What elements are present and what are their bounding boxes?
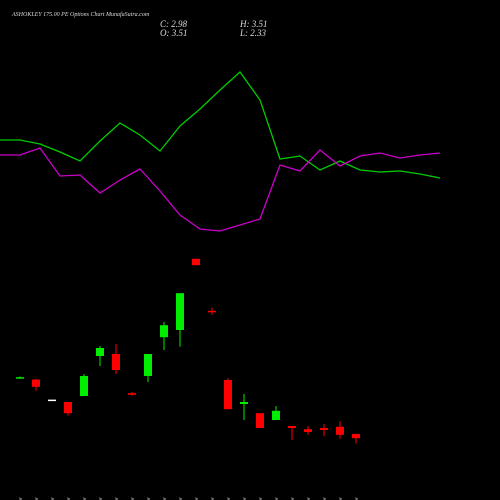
candle-body: [320, 428, 328, 430]
x-tick-label: 16 Mar: [34, 496, 40, 500]
candle-body: [256, 413, 264, 428]
candle-body: [352, 433, 360, 439]
x-tick-label: 02 Apr: [210, 496, 216, 500]
candle-body: [128, 393, 136, 395]
candle-body: [224, 380, 232, 410]
candle-body: [272, 410, 280, 420]
candle-body: [32, 379, 40, 387]
x-tick-label: 20 Mar: [98, 496, 104, 500]
candle-body: [304, 429, 312, 432]
candle-body: [192, 258, 200, 266]
x-tick-label: 01 Apr: [194, 496, 200, 500]
x-tick-label: 17 Apr: [338, 496, 344, 500]
candle-body: [16, 377, 24, 379]
x-tick-label: 26 Mar: [146, 496, 152, 500]
x-tick-label: 24 Mar: [113, 496, 120, 500]
x-tick-label: 18 Mar: [66, 496, 72, 500]
candle-body: [336, 426, 344, 435]
ohlc-high: H: 3.51: [239, 19, 268, 29]
x-tick-label: 03 Apr: [226, 496, 232, 500]
indicator-line: [0, 147, 441, 232]
ohlc-low: L: 2.33: [239, 28, 267, 38]
x-tick-label: 21 Apr: [354, 496, 360, 500]
x-tick-label: 17 Mar: [50, 496, 56, 500]
chart-title: ASHOKLEY 175.00 PE Options Chart MunafaS…: [11, 11, 150, 18]
x-tick-label: 27 Mar: [162, 496, 168, 500]
candle-body: [96, 348, 104, 356]
candle-body: [64, 402, 72, 414]
ohlc-close: C: 2.98: [160, 19, 188, 29]
candle-body: [208, 310, 216, 313]
x-tick-label: 11 Apr: [290, 496, 296, 500]
candle-body: [288, 426, 296, 428]
x-tick-label: 09 Apr: [274, 496, 280, 500]
candle-body: [144, 354, 152, 376]
x-tick-label: 19 Mar: [82, 496, 88, 500]
x-tick-label: 28 Mar: [178, 496, 184, 500]
x-tick-label: 25 Mar: [130, 496, 136, 500]
x-tick-label: 07 Apr: [242, 496, 248, 500]
x-tick-label: 13 Mar: [18, 496, 24, 500]
ohlc-open: O: 3.51: [160, 28, 188, 38]
candle-body: [48, 399, 56, 402]
candle-body: [160, 325, 168, 338]
x-tick-label: 16 Apr: [322, 496, 328, 500]
candle-body: [80, 376, 88, 396]
candle-body: [112, 354, 120, 370]
candle-body: [240, 402, 248, 404]
indicator-line: [0, 71, 441, 179]
x-tick-label: 15 Apr: [306, 496, 312, 500]
x-tick-label: 08 Apr: [258, 496, 264, 500]
candle-body: [176, 293, 184, 330]
